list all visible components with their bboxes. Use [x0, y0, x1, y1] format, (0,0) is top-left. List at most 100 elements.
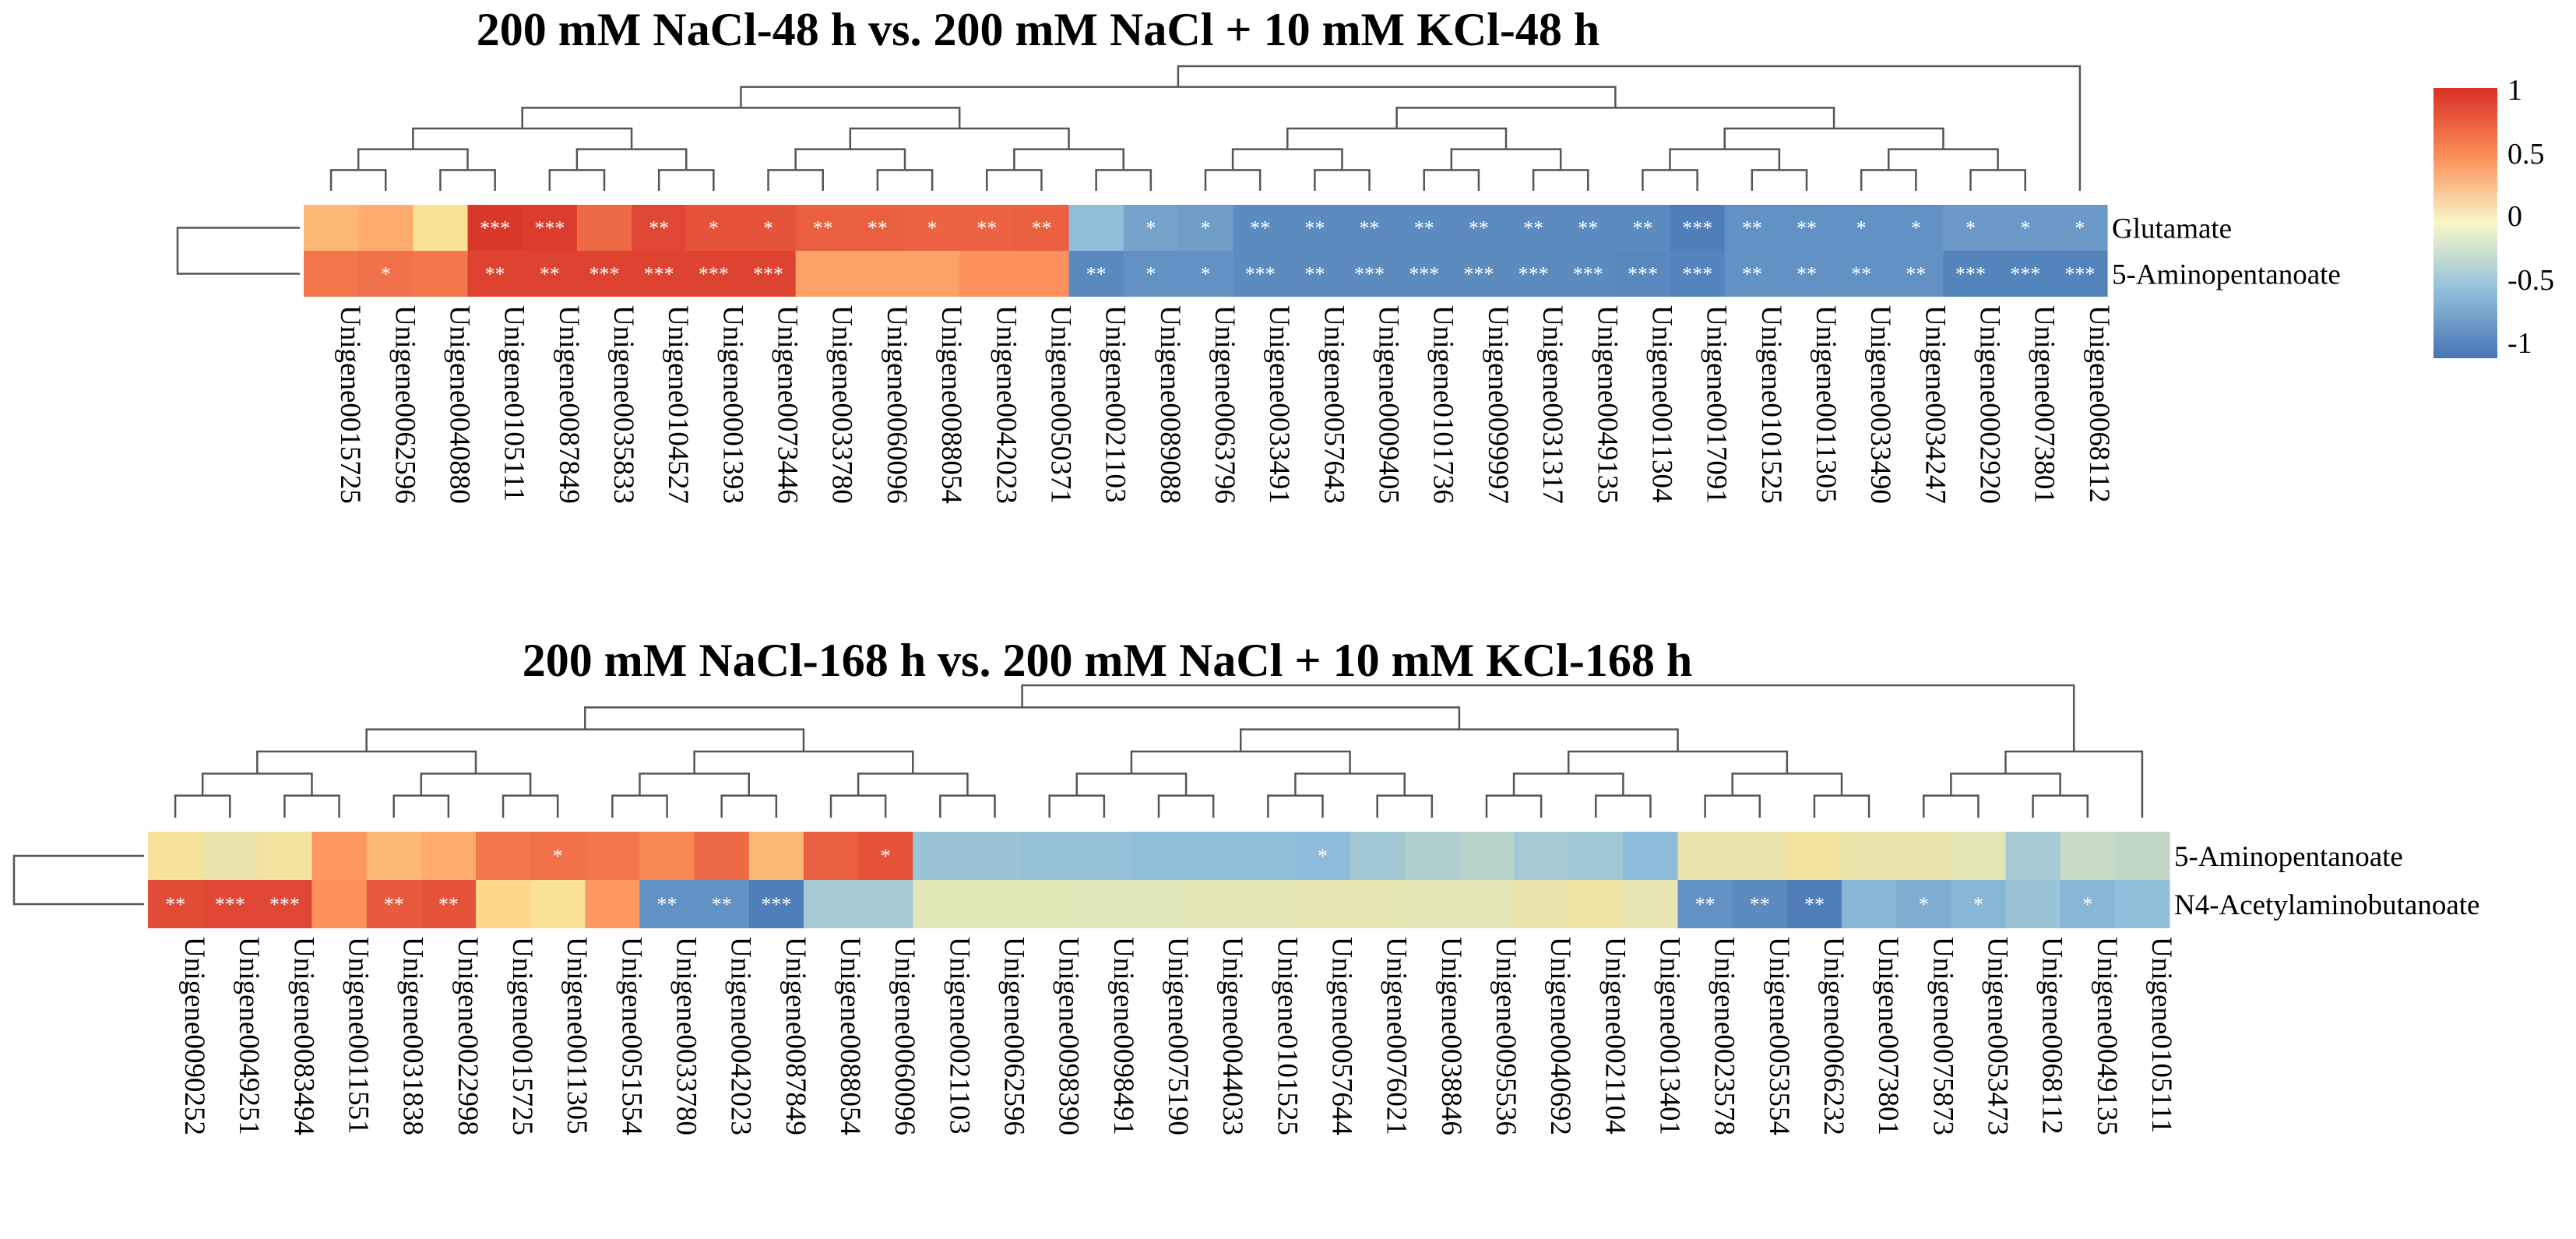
column-dendrogram-branch — [1450, 148, 1562, 171]
column-dendrogram-branch — [1048, 794, 1106, 818]
column-label: Unigene0063796 — [1209, 305, 1240, 504]
heatmap-cell — [257, 832, 313, 880]
heatmap-cell — [2052, 205, 2108, 251]
heatmap-cell — [905, 205, 960, 251]
color-scale-tick: -1 — [2507, 327, 2532, 360]
heatmap-cell — [1131, 832, 1187, 880]
significance-marker: * — [1919, 893, 1929, 916]
column-label: Unigene0021104 — [1599, 937, 1631, 1134]
column-dendrogram-branch — [1532, 169, 1589, 191]
significance-marker: ** — [485, 263, 505, 286]
significance-marker: * — [2075, 217, 2085, 240]
significance-marker: ** — [1578, 217, 1598, 240]
column-dendrogram-branch — [584, 706, 1461, 730]
heatmap-cell — [2114, 832, 2170, 880]
heatmap-cell — [1732, 832, 1788, 880]
heatmap-cell — [576, 251, 632, 297]
heatmap-cell — [2005, 832, 2061, 880]
heatmap-cell — [1951, 832, 2007, 880]
heatmap-cell — [2114, 880, 2170, 928]
heatmap-cell — [1615, 251, 1671, 297]
heatmap-cell — [850, 251, 906, 297]
column-label: Unigene0049135 — [1591, 305, 1623, 504]
heatmap-cell — [467, 205, 523, 251]
heatmap-cell — [1186, 880, 1241, 928]
heatmap-cell — [795, 205, 851, 251]
heatmap-cell — [1623, 832, 1679, 880]
heatmap-cell — [1561, 205, 1616, 251]
heatmap-cell — [1396, 251, 1452, 297]
significance-marker: ** — [1523, 217, 1543, 240]
column-dendrogram-branch — [1704, 794, 1761, 818]
column-dendrogram-branch — [1013, 148, 1124, 171]
heatmap-cell — [1014, 251, 1070, 297]
significance-marker: *** — [1463, 263, 1494, 286]
heatmap-cell — [1240, 832, 1297, 880]
column-label: Unigene0098491 — [1107, 937, 1139, 1135]
color-scale-bar — [2433, 88, 2497, 358]
significance-marker: ** — [1469, 217, 1489, 240]
significance-marker: *** — [1955, 263, 1986, 286]
column-dendrogram-branch — [1286, 127, 1508, 150]
column-label: Unigene0040692 — [1544, 937, 1576, 1135]
column-dendrogram-branch — [174, 794, 231, 818]
column-dendrogram-branch — [1075, 773, 1188, 796]
heatmap-cell — [311, 880, 368, 928]
heatmap-cell — [1670, 205, 1726, 251]
heatmap-cell — [1896, 880, 1951, 928]
heatmap-cell — [1506, 251, 1561, 297]
column-dendrogram-branch — [1567, 750, 1789, 774]
column-dendrogram-branch — [1231, 148, 1343, 171]
column-dendrogram-branch — [767, 169, 824, 191]
significance-marker: *** — [1354, 263, 1385, 286]
heatmap-cell — [1287, 205, 1343, 251]
heatmap-cell — [1943, 205, 1999, 251]
significance-marker: *** — [1409, 263, 1439, 286]
column-label: Unigene0051554 — [615, 937, 647, 1135]
column-dendrogram-branch — [365, 728, 805, 751]
heatmap-cell — [858, 832, 913, 880]
heatmap-cell — [1786, 880, 1842, 928]
significance-marker: ** — [657, 893, 677, 916]
column-label: Unigene0049135 — [2091, 937, 2123, 1135]
column-label: Unigene0101525 — [1755, 305, 1787, 504]
significance-marker: * — [881, 845, 891, 868]
column-label: Unigene0049251 — [233, 937, 265, 1135]
column-label: Unigene0002920 — [1974, 305, 2006, 504]
significance-marker: *** — [480, 217, 510, 240]
column-dendrogram-branch — [1423, 169, 1480, 191]
heatmap-cell — [1295, 832, 1351, 880]
significance-marker: *** — [753, 263, 783, 286]
column-dendrogram-branch — [720, 794, 778, 818]
column-label: Unigene0011305 — [561, 937, 593, 1134]
column-dendrogram-branch — [1512, 773, 1624, 796]
column-label: Unigene0060096 — [889, 937, 920, 1135]
significance-marker: ** — [977, 217, 997, 240]
column-dendrogram-branch — [986, 169, 1043, 191]
significance-marker: *** — [761, 893, 791, 916]
column-label: Unigene0073801 — [1872, 937, 1904, 1135]
column-dendrogram-branch — [1669, 148, 1781, 171]
heatmap-cell — [421, 880, 477, 928]
column-label: Unigene0021103 — [1100, 305, 1131, 502]
heatmap-cell — [1834, 205, 1889, 251]
heatmap-cell — [304, 205, 359, 251]
column-label: Unigene0057644 — [1325, 937, 1357, 1135]
column-dendrogram-branch — [392, 794, 450, 818]
column-dendrogram-branch — [1157, 794, 1215, 818]
column-label: Unigene0040880 — [443, 305, 475, 504]
heatmap-cell — [1350, 832, 1406, 880]
column-label: Unigene0095536 — [1490, 937, 1522, 1135]
heatmap-cell — [413, 205, 469, 251]
column-dendrogram-branch — [1177, 65, 2082, 191]
column-label: Unigene0057643 — [1318, 305, 1350, 504]
heatmap-cell — [959, 205, 1015, 251]
heatmap-cell — [1834, 251, 1889, 297]
column-dendrogram-branch — [1731, 773, 1843, 796]
column-label: Unigene0038846 — [1435, 937, 1467, 1135]
row-dendrogram — [12, 854, 144, 906]
heatmap-cell — [1888, 205, 1944, 251]
heatmap-cell — [2052, 251, 2108, 297]
column-label: Unigene0098390 — [1053, 937, 1085, 1135]
significance-marker: *** — [1573, 263, 1603, 286]
